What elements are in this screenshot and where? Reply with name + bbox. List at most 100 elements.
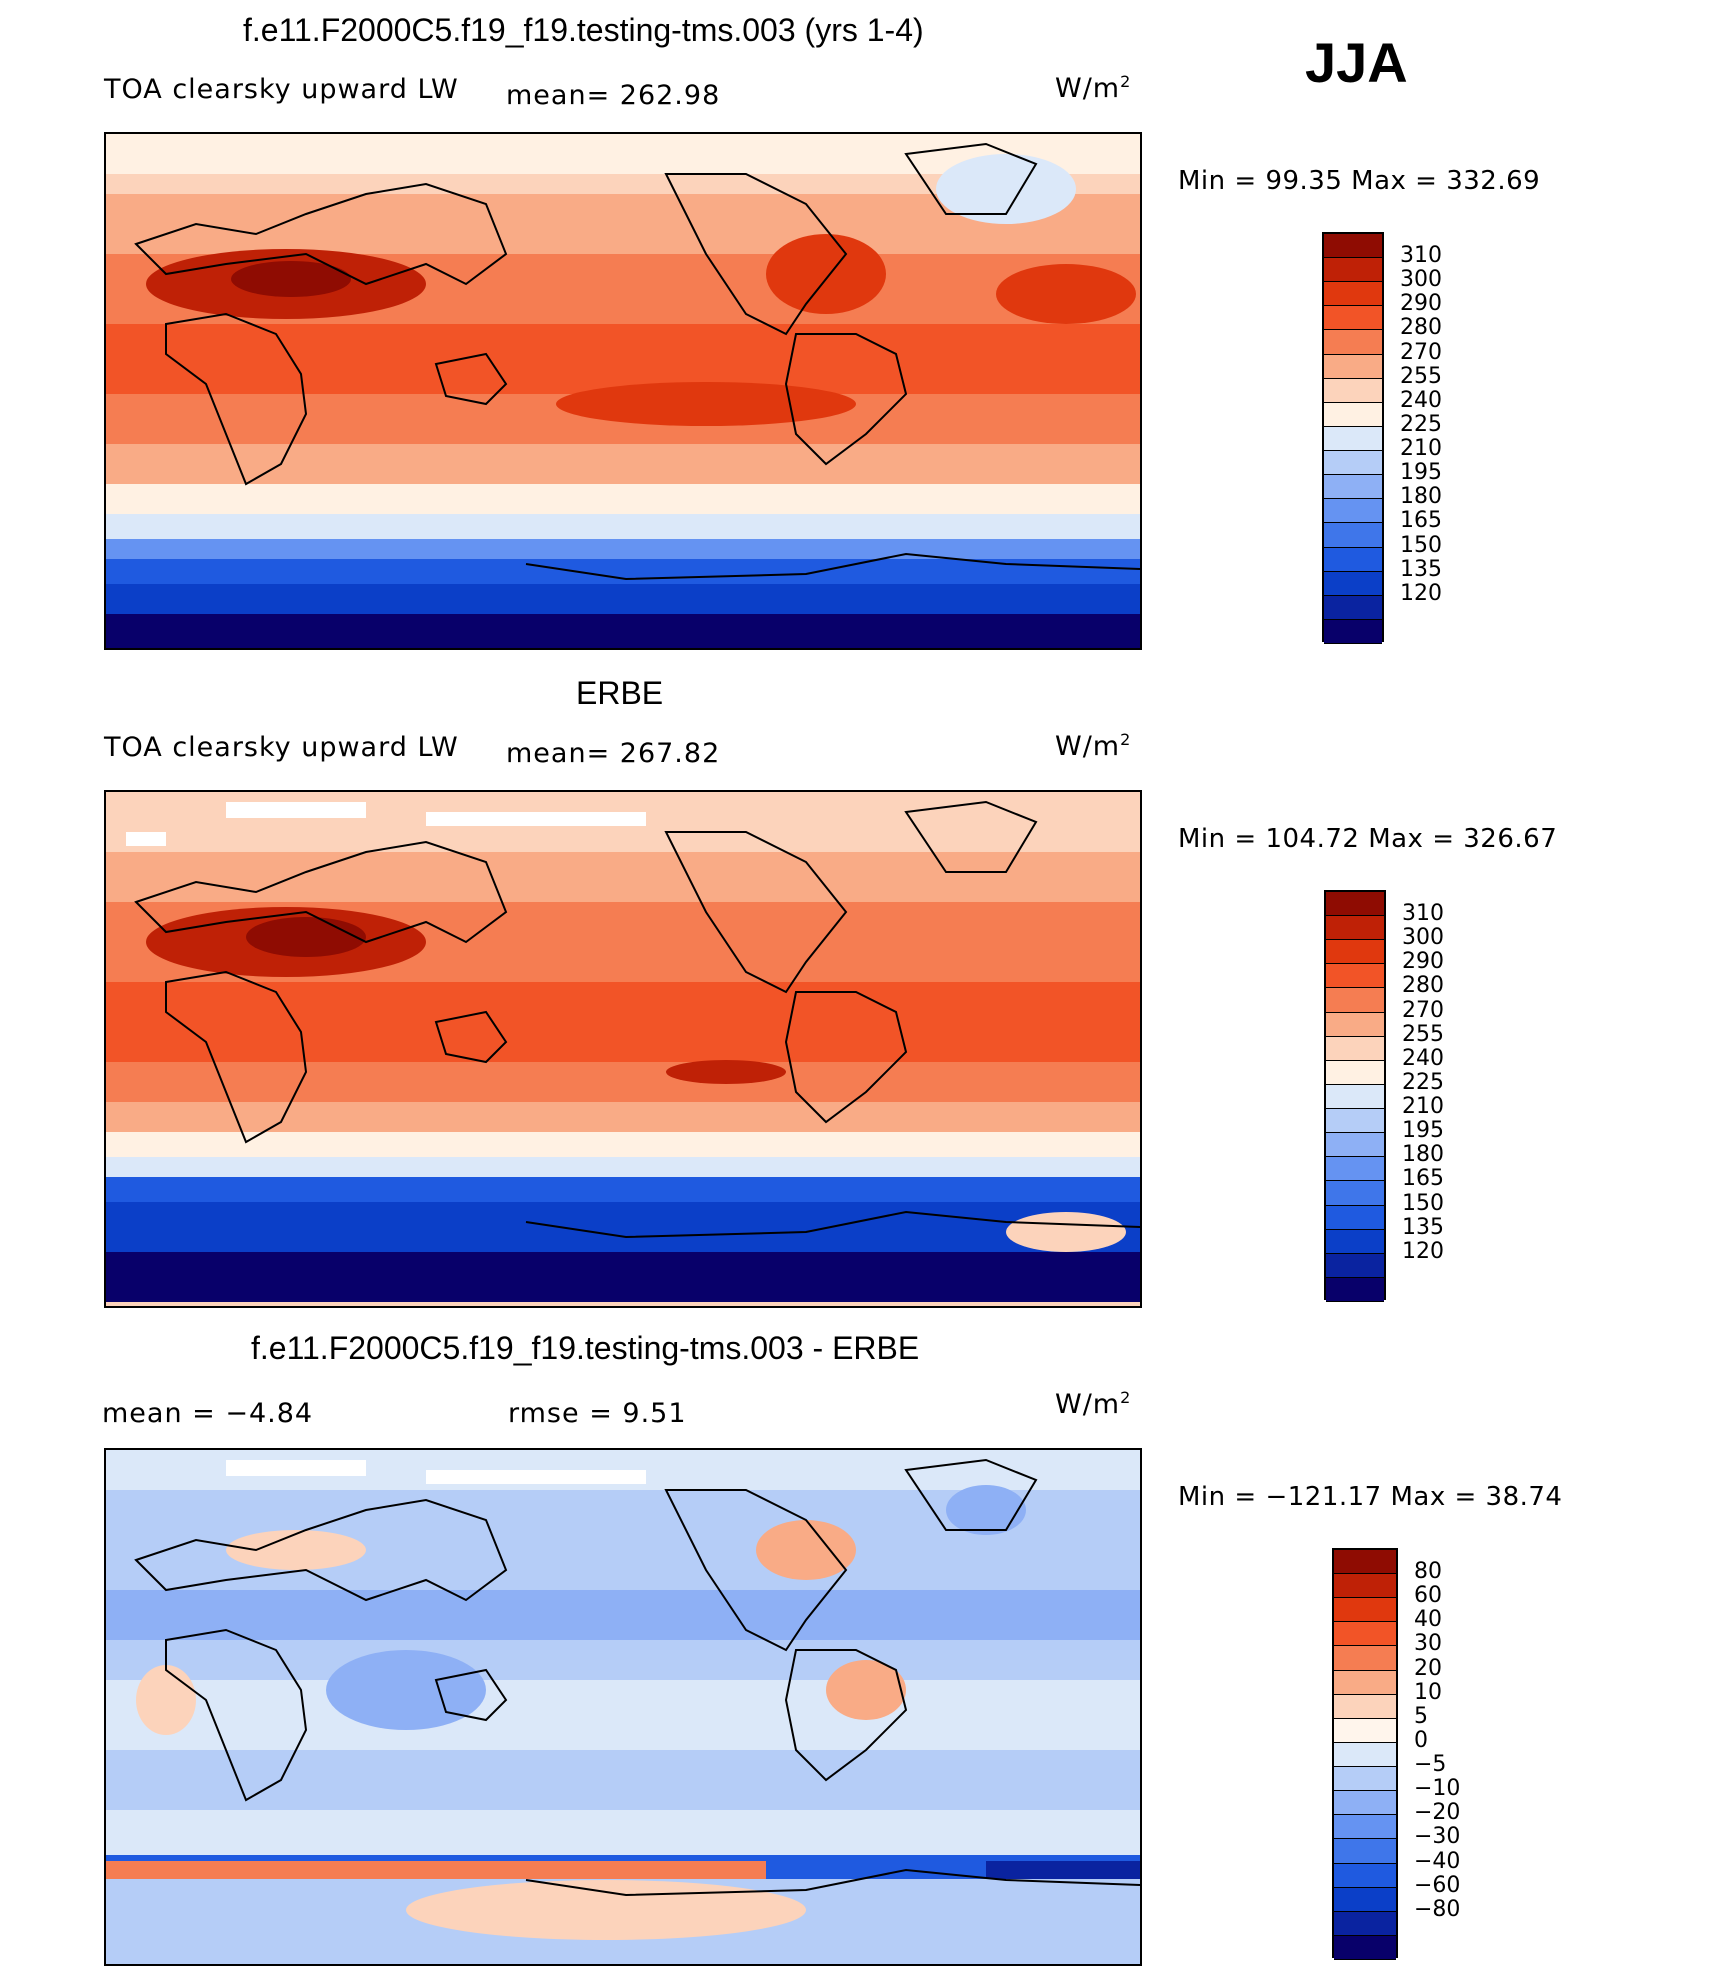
colorbar-tick-label: 180 [1400,484,1442,510]
colorbar-tick-label: −30 [1414,1824,1461,1850]
panel2-units: W/m2 [1055,730,1132,762]
colorbar-tick-label: 280 [1402,973,1444,999]
panel1-variable: TOA clearsky upward LW [104,74,459,105]
colorbar-segment [1334,1718,1396,1743]
colorbar-tick-label: 165 [1402,1166,1444,1192]
colorbar-tick-label: 165 [1400,508,1442,534]
colorbar-segment [1334,1574,1396,1599]
panel1-minmax: Min = 99.35 Max = 332.69 [1178,166,1541,196]
colorbar-segment [1324,451,1382,476]
colorbar-segment [1324,234,1382,259]
colorbar-segment [1324,571,1382,596]
colorbar-tick-label: 280 [1400,315,1442,341]
colorbar-tick-label: 270 [1400,339,1442,365]
colorbar-tick-label: −20 [1414,1800,1461,1826]
colorbar-segment [1326,1205,1384,1230]
colorbar-tick-label: 290 [1400,291,1442,317]
colorbar-segment [1324,258,1382,283]
colorbar-segment [1334,1550,1396,1575]
colorbar-tick-label: 290 [1402,949,1444,975]
colorbar-segment [1334,1622,1396,1647]
colorbar-segment [1326,1109,1384,1134]
colorbar-segment [1334,1935,1396,1960]
colorbar-tick-label: 225 [1400,411,1442,437]
colorbar-segment [1334,1911,1396,1936]
colorbar-tick-label: −40 [1414,1848,1461,1874]
colorbar-tick-label: 135 [1400,556,1442,582]
colorbar-segment [1324,619,1382,644]
colorbar-tick-label: 180 [1402,1142,1444,1168]
colorbar-tick-label: 225 [1402,1069,1444,1095]
colorbar-segment [1326,1133,1384,1158]
colorbar-segment [1334,1598,1396,1623]
colorbar-segment [1334,1694,1396,1719]
colorbar-tick-label: 40 [1414,1607,1442,1633]
panel2-map [104,790,1142,1308]
colorbar-segment [1324,330,1382,355]
panel3-minmax: Min = −121.17 Max = 38.74 [1178,1482,1563,1512]
colorbar-tick-label: 80 [1414,1559,1442,1585]
colorbar-segment [1326,1181,1384,1206]
colorbar-tick-label: 120 [1400,580,1442,606]
panel1-colorbar [1322,232,1384,644]
colorbar-tick-label: 255 [1400,363,1442,389]
colorbar-tick-label: 150 [1400,532,1442,558]
colorbar-tick-label: 195 [1400,460,1442,486]
colorbar-segment [1324,499,1382,524]
colorbar-tick-label: 210 [1402,1094,1444,1120]
colorbar-segment [1326,1012,1384,1037]
colorbar-tick-label: 0 [1414,1727,1428,1753]
colorbar-segment [1326,988,1384,1013]
colorbar-tick-label: 20 [1414,1655,1442,1681]
colorbar-tick-label: 120 [1402,1238,1444,1264]
panel3-colorbar [1332,1548,1398,1960]
colorbar-segment [1334,1839,1396,1864]
panel2-title: ERBE [576,675,664,711]
colorbar-tick-label: 5 [1414,1703,1428,1729]
panel2-variable: TOA clearsky upward LW [104,732,459,763]
colorbar-segment [1324,402,1382,427]
colorbar-segment [1324,595,1382,620]
colorbar-segment [1334,1670,1396,1695]
colorbar-segment [1334,1887,1396,1912]
colorbar-tick-label: −5 [1414,1752,1447,1778]
colorbar-segment [1326,1084,1384,1110]
colorbar-tick-label: 210 [1400,436,1442,462]
colorbar-segment [1326,1036,1384,1061]
colorbar-segment [1324,354,1382,379]
colorbar-tick-label: 60 [1414,1583,1442,1609]
panel3-mean: mean = −4.84 [102,1398,314,1429]
colorbar-tick-label: 270 [1402,997,1444,1023]
colorbar-segment [1326,892,1384,917]
colorbar-segment [1334,1767,1396,1792]
panel3-title: f.e11.F2000C5.f19_f19.testing-tms.003 - … [251,1330,920,1366]
panel1-title: f.e11.F2000C5.f19_f19.testing-tms.003 (y… [243,12,924,48]
colorbar-segment [1326,1157,1384,1182]
colorbar-segment [1326,1229,1384,1254]
colorbar-segment [1326,1277,1384,1302]
colorbar-segment [1334,1791,1396,1816]
colorbar-tick-label: 310 [1402,901,1444,927]
panel2-colorbar [1324,890,1386,1302]
panel3-map [104,1448,1142,1966]
colorbar-tick-label: 255 [1402,1021,1444,1047]
panel3-units: W/m2 [1055,1388,1132,1420]
colorbar-tick-label: 150 [1402,1190,1444,1216]
colorbar-segment [1324,306,1382,331]
colorbar-tick-label: 135 [1402,1214,1444,1240]
season-label: JJA [1305,31,1408,94]
colorbar-tick-label: 300 [1400,267,1442,293]
colorbar-segment [1326,964,1384,989]
colorbar-tick-label: 240 [1400,387,1442,413]
colorbar-tick-label: 240 [1402,1045,1444,1071]
colorbar-tick-label: 310 [1400,243,1442,269]
colorbar-tick-label: 10 [1414,1679,1442,1705]
colorbar-segment [1326,916,1384,941]
colorbar-tick-label: −80 [1414,1896,1461,1922]
colorbar-segment [1324,475,1382,500]
colorbar-segment [1324,523,1382,548]
colorbar-segment [1326,1060,1384,1085]
colorbar-segment [1324,547,1382,572]
colorbar-tick-label: 30 [1414,1631,1442,1657]
colorbar-segment [1324,282,1382,307]
